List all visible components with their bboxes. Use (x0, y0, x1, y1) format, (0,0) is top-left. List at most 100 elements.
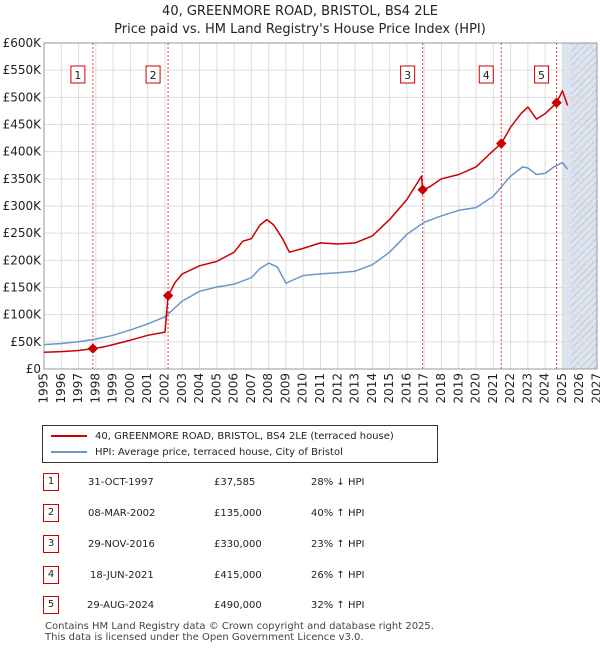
y-tick-label: £100K (3, 308, 43, 322)
series-line-hpi (43, 161, 569, 346)
transaction-row: 4 18-JUN-2021 £415,000 26% ↑ HPI (0, 566, 600, 586)
transaction-price: £330,000 (214, 539, 262, 550)
y-tick-label: £250K (3, 226, 43, 240)
x-tick-label: 1997 (71, 373, 85, 404)
sale-point (417, 184, 428, 195)
series-line-property (43, 90, 569, 353)
y-tick-label: £300K (3, 199, 43, 213)
sale-point (162, 290, 174, 301)
y-tick-label: £550K (3, 63, 43, 77)
x-tick-label: 2010 (296, 373, 310, 404)
sale-point (87, 343, 99, 354)
transaction-badge: 1 (43, 473, 59, 491)
legend-label-property: 40, GREENMORE ROAD, BRISTOL, BS4 2LE (te… (95, 430, 394, 442)
transaction-date: 31-OCT-1997 (88, 477, 154, 488)
chart-title-line2: Price paid vs. HM Land Registry's House … (114, 22, 486, 37)
x-tick-label: 2012 (330, 373, 344, 404)
y-tick-label: £400K (3, 145, 43, 159)
transaction-row: 2 08-MAR-2002 £135,000 40% ↑ HPI (0, 504, 600, 524)
sale-marker-label: 5 (538, 69, 545, 82)
legend-item-property: 40, GREENMORE ROAD, BRISTOL, BS4 2LE (te… (51, 429, 394, 443)
legend-swatch-hpi (51, 451, 87, 453)
x-tick-label: 1998 (88, 373, 102, 404)
y-tick-label: £500K (3, 90, 43, 104)
x-tick-label: 2017 (417, 373, 431, 404)
x-tick-label: 2004 (192, 373, 206, 404)
legend-label-hpi: HPI: Average price, terraced house, City… (95, 446, 343, 458)
transaction-hpi: 28% ↓ HPI (311, 477, 365, 488)
sale-marker-box (400, 65, 416, 84)
y-tick-label: £150K (3, 281, 43, 295)
y-tick-label: £50K (10, 335, 42, 349)
transaction-hpi: 32% ↑ HPI (311, 600, 365, 611)
transaction-badge: 5 (43, 596, 59, 614)
x-tick-label: 2013 (348, 373, 362, 404)
x-tick-label: 1999 (106, 373, 120, 404)
chart-legend: 40, GREENMORE ROAD, BRISTOL, BS4 2LE (te… (42, 425, 438, 463)
sale-marker-box (478, 65, 494, 84)
transaction-price: £135,000 (214, 508, 262, 519)
y-tick-label: £350K (3, 172, 43, 186)
transaction-row: 1 31-OCT-1997 £37,585 28% ↓ HPI (0, 473, 600, 493)
x-tick-label: 2021 (486, 373, 500, 404)
x-tick-label: 1996 (54, 373, 68, 404)
sale-marker-label: 4 (483, 69, 490, 82)
legend-swatch-property (51, 435, 87, 437)
y-tick-label: £600K (3, 36, 43, 50)
x-tick-label: 2026 (572, 373, 586, 404)
transaction-hpi: 40% ↑ HPI (311, 508, 365, 519)
x-tick-label: 2025 (555, 373, 569, 404)
x-tick-label: 2016 (399, 373, 413, 404)
transaction-row: 5 29-AUG-2024 £490,000 32% ↑ HPI (0, 596, 600, 616)
transaction-date: 18-JUN-2021 (90, 570, 154, 581)
x-tick-label: 2027 (590, 373, 600, 404)
transaction-badge: 2 (43, 504, 59, 522)
y-tick-label: £0 (26, 362, 41, 376)
x-tick-label: 2005 (209, 373, 223, 404)
y-tick-label: £200K (3, 253, 43, 267)
sale-point (496, 138, 507, 149)
sale-marker-label: 1 (74, 69, 81, 82)
x-tick-label: 2007 (244, 373, 258, 404)
transaction-date: 29-NOV-2016 (88, 539, 155, 550)
transaction-price: £490,000 (214, 600, 262, 611)
x-tick-label: 2000 (123, 373, 137, 404)
x-tick-label: 2011 (313, 373, 327, 404)
sale-marker-box (534, 65, 550, 84)
sale-marker-label: 2 (150, 69, 157, 82)
legend-item-hpi: HPI: Average price, terraced house, City… (51, 445, 343, 459)
footer-licence: This data is licensed under the Open Gov… (45, 632, 364, 643)
x-tick-label: 2001 (140, 373, 154, 404)
transaction-date: 08-MAR-2002 (88, 508, 156, 519)
x-tick-label: 2015 (382, 373, 396, 404)
transaction-row: 3 29-NOV-2016 £330,000 23% ↑ HPI (0, 535, 600, 555)
x-tick-label: 2014 (365, 373, 379, 404)
x-tick-label: 2020 (469, 373, 483, 404)
sale-marker-label: 3 (404, 69, 411, 82)
x-tick-label: 2006 (227, 373, 241, 404)
transaction-hpi: 26% ↑ HPI (311, 570, 365, 581)
transaction-date: 29-AUG-2024 (87, 600, 155, 611)
transaction-price: £415,000 (214, 570, 262, 581)
x-tick-label: 2003 (175, 373, 189, 404)
transaction-badge: 3 (43, 535, 59, 553)
transaction-price: £37,585 (214, 477, 256, 488)
price-chart: £0 £50K £100K £150K £200K £250K £300K £350K £400… (3, 36, 600, 404)
sale-point (551, 97, 562, 108)
sale-marker-box (70, 65, 86, 84)
x-tick-label: 2019 (451, 373, 465, 404)
y-tick-label: £450K (3, 118, 43, 132)
x-tick-label: 2002 (157, 373, 171, 404)
x-tick-label: 2022 (503, 373, 517, 404)
x-tick-label: 2023 (520, 373, 534, 404)
x-tick-label: 2008 (261, 373, 275, 404)
footer-copyright: Contains HM Land Registry data © Crown c… (45, 621, 434, 632)
plot-frame (43, 42, 598, 370)
x-tick-label: 2018 (434, 373, 448, 404)
transaction-badge: 4 (43, 566, 59, 584)
sale-marker-box (145, 65, 161, 84)
x-tick-label: 2024 (538, 373, 552, 404)
transaction-hpi: 23% ↑ HPI (311, 539, 365, 550)
x-tick-label: 1995 (37, 373, 51, 404)
x-tick-label: 2009 (278, 373, 292, 404)
